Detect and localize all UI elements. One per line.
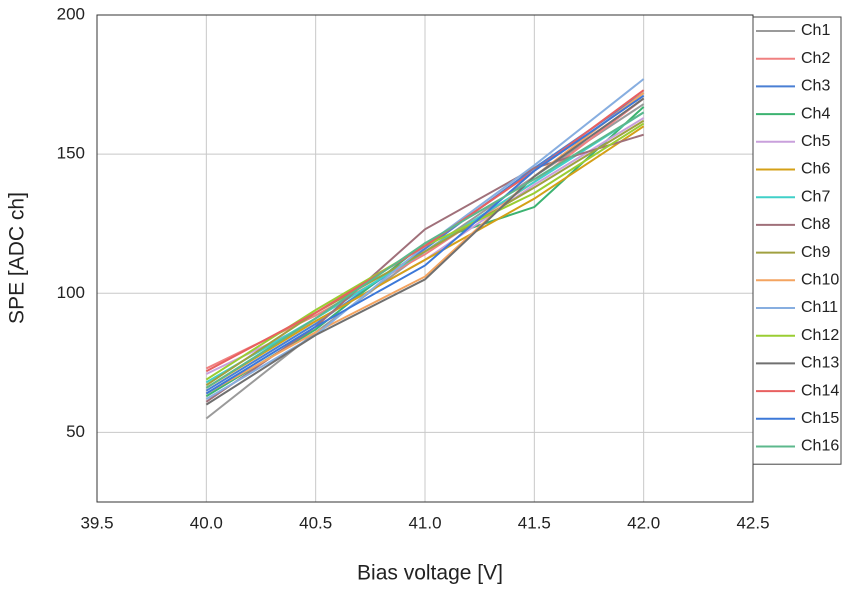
x-tick-label: 42.0 — [627, 513, 660, 532]
y-axis-label: SPE [ADC ch] — [6, 192, 29, 324]
legend-label: Ch2 — [801, 50, 830, 67]
x-axis-label: Bias voltage [V] — [357, 562, 503, 585]
legend-label: Ch9 — [801, 244, 830, 261]
legend-box — [752, 16, 842, 465]
legend-label: Ch15 — [801, 410, 839, 427]
x-tick-label: 42.5 — [736, 513, 769, 532]
series-line — [205, 92, 645, 395]
legend-label: Ch12 — [801, 327, 839, 344]
legend-label: Ch16 — [801, 438, 839, 455]
legend-label: Ch10 — [801, 272, 839, 289]
legend-label: Ch14 — [801, 382, 839, 399]
series-line — [205, 89, 645, 373]
series-line — [205, 97, 645, 406]
series-line — [205, 125, 645, 389]
x-tick-label: 41.0 — [408, 513, 441, 532]
legend-label: Ch7 — [801, 188, 830, 205]
legend-label: Ch13 — [801, 355, 839, 372]
series-line — [205, 94, 645, 395]
y-tick-label: 200 — [57, 4, 85, 23]
x-tick-label: 41.5 — [518, 513, 551, 532]
legend-label: Ch5 — [801, 133, 830, 150]
y-tick-label: 50 — [66, 422, 85, 441]
series-line — [205, 111, 645, 389]
x-tick-label: 40.5 — [299, 513, 332, 532]
legend-label: Ch3 — [801, 78, 830, 95]
legend: Ch1 Ch2 Ch3 Ch4 Ch5 Ch6 Ch7 Ch8 Ch9 Ch10 Ch11 Ch12 C… — [752, 16, 842, 465]
grid — [96, 14, 754, 502]
legend-label: Ch8 — [801, 216, 830, 233]
legend-label: Ch4 — [801, 105, 830, 122]
x-tick-label: 40.0 — [190, 513, 223, 532]
y-tick-label: 150 — [57, 144, 85, 163]
y-tick-label: 100 — [57, 283, 85, 302]
x-tick-label: 39.5 — [80, 513, 113, 532]
legend-label: Ch1 — [801, 22, 830, 39]
series-line — [205, 119, 645, 386]
legend-label: Ch6 — [801, 161, 830, 178]
legend-label: Ch11 — [801, 299, 838, 316]
